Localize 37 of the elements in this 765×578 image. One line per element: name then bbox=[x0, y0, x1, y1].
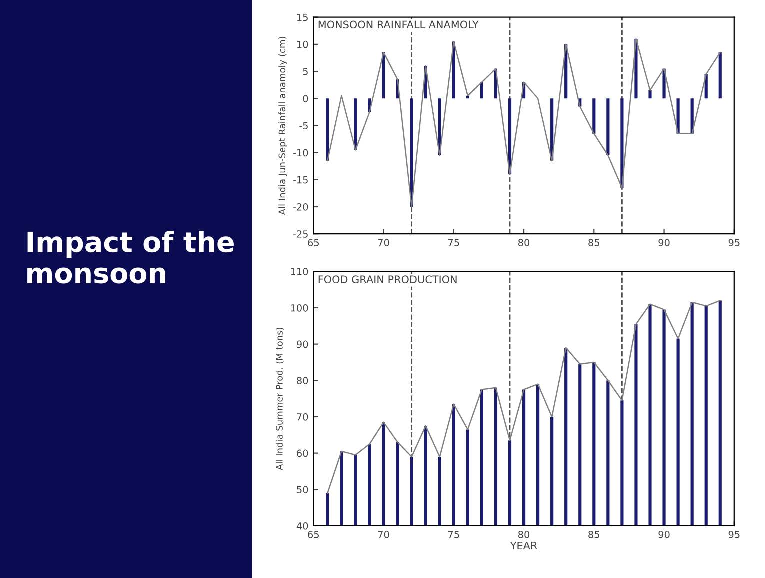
x-tick-label: 95 bbox=[728, 239, 740, 246]
y-tick-label: 70 bbox=[297, 413, 308, 421]
y-tick-label: -10 bbox=[293, 149, 308, 157]
y-axis-title: All India Summer Prod. (M tons) bbox=[276, 328, 284, 470]
y-axis-title: All India Jun-Sept Rainfall anamoly (cm) bbox=[278, 37, 288, 216]
x-tick-label: 70 bbox=[378, 531, 390, 538]
x-tick-label: 65 bbox=[308, 239, 319, 246]
y-tick-label: 15 bbox=[297, 14, 308, 22]
x-tick-label: 95 bbox=[728, 531, 740, 538]
chart-title: FOOD GRAIN PRODUCTION bbox=[318, 276, 457, 284]
text: Impact of the monsoon bbox=[28, 231, 234, 284]
x-tick-label: 65 bbox=[308, 531, 319, 538]
x-tick-label: 75 bbox=[448, 531, 460, 538]
y-tick-label: 80 bbox=[297, 377, 308, 384]
y-tick-label: -15 bbox=[293, 176, 308, 184]
y-tick-label: 5 bbox=[303, 68, 308, 76]
y-tick-label: -25 bbox=[293, 230, 308, 238]
x-tick-label: 90 bbox=[658, 239, 670, 246]
y-tick-label: 40 bbox=[296, 522, 308, 530]
x-tick-label: 85 bbox=[588, 239, 600, 246]
chart-title: MONSOON RAINFALL ANAMOLY bbox=[318, 20, 479, 29]
x-tick-label: 80 bbox=[518, 531, 530, 538]
x-tick-label: 75 bbox=[448, 239, 460, 246]
y-tick-label: -5 bbox=[300, 122, 308, 130]
y-tick-label: -20 bbox=[293, 203, 308, 211]
x-axis-title: YEAR bbox=[510, 542, 538, 550]
x-tick-label: 85 bbox=[588, 531, 600, 538]
y-tick-label: 110 bbox=[291, 268, 308, 276]
x-tick-label: 90 bbox=[658, 531, 670, 538]
y-tick-label: 90 bbox=[297, 340, 308, 348]
y-tick-label: 60 bbox=[297, 450, 308, 458]
y-tick-label: 50 bbox=[297, 486, 308, 494]
y-tick-label: 100 bbox=[291, 304, 308, 312]
y-tick-label: 0 bbox=[303, 95, 308, 102]
x-tick-label: 70 bbox=[378, 239, 390, 246]
y-tick-label: 10 bbox=[297, 40, 308, 48]
x-tick-label: 80 bbox=[518, 239, 530, 246]
